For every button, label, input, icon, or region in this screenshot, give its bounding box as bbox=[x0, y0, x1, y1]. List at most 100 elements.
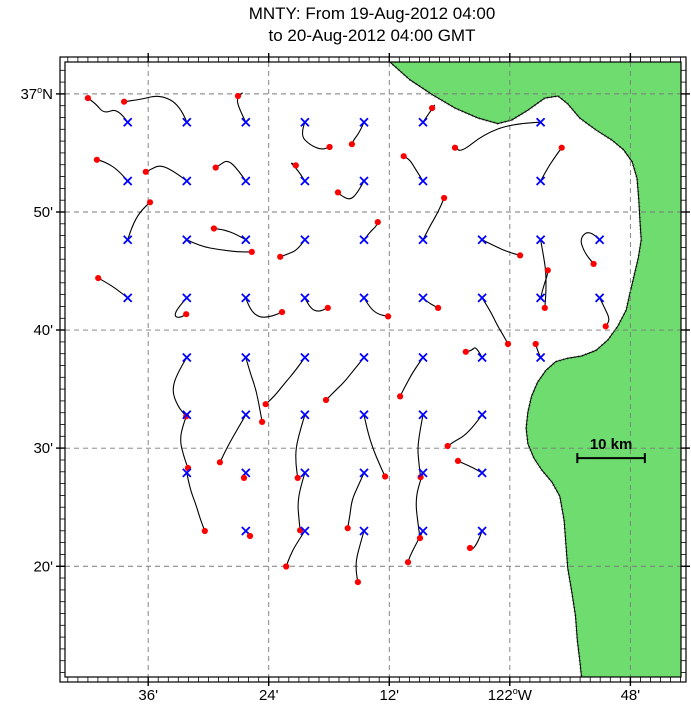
end-marker-dot bbox=[444, 442, 451, 450]
trajectory-path bbox=[285, 530, 306, 567]
end-marker-dot bbox=[95, 275, 102, 282]
end-marker-dot bbox=[278, 309, 286, 316]
trajectory-path bbox=[337, 180, 365, 200]
start-marker-x-icon bbox=[241, 352, 251, 363]
end-marker-dot bbox=[324, 304, 331, 311]
axes-box-inner bbox=[64, 61, 682, 678]
end-marker-dot bbox=[602, 323, 609, 330]
axes-box-outer bbox=[59, 56, 687, 683]
trajectory-path bbox=[465, 347, 483, 358]
start-marker-x-icon bbox=[241, 117, 251, 127]
trajectory-path bbox=[363, 414, 386, 477]
trajectory-path bbox=[96, 159, 129, 182]
start-marker-x-icon bbox=[241, 410, 251, 420]
trajectory-path bbox=[540, 147, 563, 182]
x-tick-label: 12' bbox=[379, 687, 399, 704]
end-marker-dot bbox=[517, 252, 524, 259]
y-tick-label: 40' bbox=[33, 322, 53, 339]
trajectory-path bbox=[580, 232, 600, 265]
x-tick-label: 24' bbox=[259, 687, 279, 704]
trajectory-path bbox=[219, 414, 247, 463]
trajectory-path bbox=[297, 472, 306, 531]
end-marker-dot bbox=[441, 194, 448, 202]
title-line-2: to 20-Aug-2012 04:00 GMT bbox=[268, 26, 476, 45]
y-tick-label: 37oN bbox=[20, 85, 53, 103]
end-marker-dot bbox=[532, 340, 539, 348]
end-marker-dot bbox=[354, 579, 361, 586]
end-marker-dot bbox=[183, 311, 190, 318]
end-marker-dot bbox=[142, 168, 149, 175]
marker-layer bbox=[84, 92, 609, 586]
y-tick-label: 50' bbox=[33, 204, 53, 221]
start-marker-x-icon bbox=[359, 235, 369, 245]
start-marker-x-icon bbox=[123, 176, 133, 186]
start-marker-x-icon bbox=[300, 410, 310, 420]
trajectory-path bbox=[87, 97, 129, 123]
coastline bbox=[389, 62, 642, 677]
figure-title: MNTY: From 19-Aug-2012 04:00 to 20-Aug-2… bbox=[63, 3, 681, 47]
trajectory-layer bbox=[87, 92, 610, 583]
start-marker-x-icon bbox=[359, 410, 369, 420]
start-marker-x-icon bbox=[418, 235, 428, 245]
start-marker-x-icon bbox=[477, 526, 487, 536]
end-marker-dot bbox=[374, 219, 381, 226]
start-marker-x-icon bbox=[241, 235, 251, 245]
end-marker-dot bbox=[259, 418, 266, 425]
end-marker-dot bbox=[385, 313, 392, 320]
end-marker-dot bbox=[451, 144, 459, 151]
start-marker-x-icon bbox=[594, 235, 605, 245]
trajectory-path bbox=[325, 357, 365, 401]
start-marker-x-icon bbox=[182, 235, 192, 245]
start-marker-x-icon bbox=[477, 293, 487, 303]
start-marker-x-icon bbox=[535, 176, 546, 186]
trajectory-path bbox=[215, 160, 247, 182]
start-marker-x-icon bbox=[418, 526, 428, 536]
end-marker-dot bbox=[504, 340, 512, 348]
end-marker-dot bbox=[541, 304, 548, 311]
start-marker-x-icon bbox=[418, 176, 428, 186]
start-marker-x-icon bbox=[418, 410, 428, 420]
trajectory-path bbox=[355, 530, 365, 583]
trajectory-path bbox=[415, 472, 424, 539]
end-marker-dot bbox=[454, 457, 462, 464]
end-marker-dot bbox=[344, 525, 351, 532]
end-marker-dot bbox=[334, 189, 342, 196]
end-marker-dot bbox=[216, 459, 223, 466]
end-marker-dot bbox=[262, 401, 269, 408]
start-marker-x-icon bbox=[182, 410, 192, 420]
start-marker-x-icon bbox=[182, 352, 192, 363]
grid-layer bbox=[65, 62, 681, 677]
trajectory-path bbox=[347, 472, 365, 529]
trajectory-path bbox=[457, 460, 483, 474]
start-marker-x-icon bbox=[241, 293, 251, 303]
end-marker-dot bbox=[246, 532, 254, 540]
end-marker-dot bbox=[121, 98, 128, 105]
start-marker-x-icon bbox=[300, 293, 310, 303]
end-marker-dot bbox=[382, 473, 389, 480]
trajectory-path bbox=[245, 357, 263, 422]
end-marker-dot bbox=[292, 162, 299, 169]
start-marker-x-icon bbox=[418, 352, 428, 363]
end-marker-dot bbox=[435, 304, 442, 311]
start-marker-x-icon bbox=[123, 117, 133, 127]
trajectory-path bbox=[180, 414, 189, 469]
trajectory-path bbox=[481, 297, 509, 345]
start-marker-x-icon bbox=[300, 352, 310, 363]
trajectory-path bbox=[295, 414, 306, 478]
trajectory-path bbox=[301, 122, 330, 150]
end-marker-dot bbox=[404, 559, 412, 566]
trajectory-path bbox=[245, 297, 283, 318]
end-marker-dot bbox=[146, 199, 154, 206]
start-marker-x-icon bbox=[477, 410, 487, 420]
end-marker-dot bbox=[326, 143, 333, 151]
trajectory-path bbox=[124, 95, 188, 123]
start-marker-x-icon bbox=[477, 468, 487, 478]
start-marker-x-icon bbox=[359, 117, 369, 127]
end-marker-dot bbox=[590, 260, 597, 267]
start-marker-x-icon bbox=[300, 117, 310, 127]
start-marker-x-icon bbox=[300, 235, 310, 245]
x-tick-label: 122oW bbox=[488, 686, 533, 704]
start-marker-x-icon bbox=[359, 352, 369, 363]
end-marker-dot bbox=[294, 474, 301, 481]
end-marker-dot bbox=[234, 92, 242, 100]
